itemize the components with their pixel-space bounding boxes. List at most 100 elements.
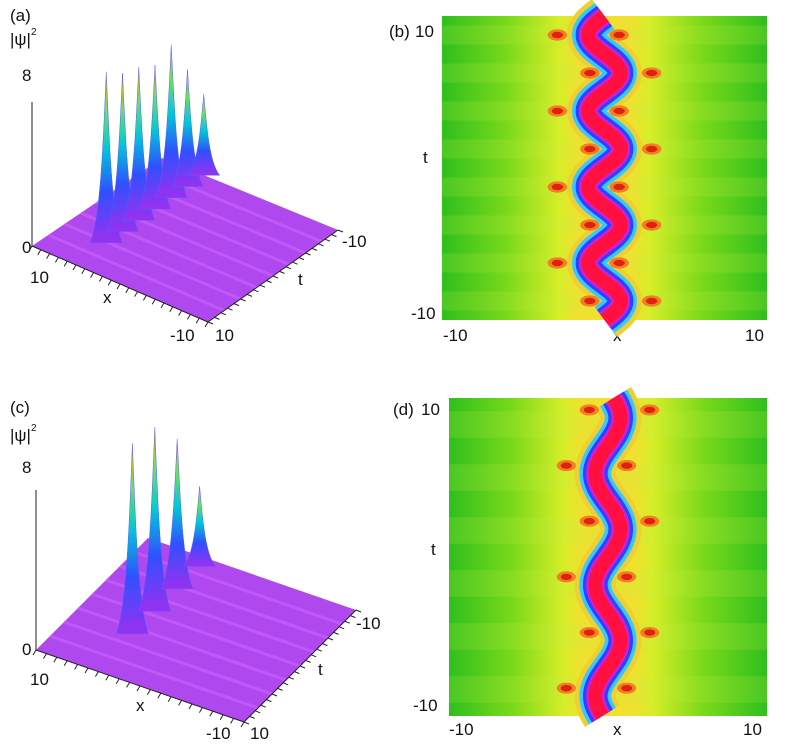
side-peak-core (621, 684, 633, 692)
side-peak-core (583, 629, 595, 636)
x-tick-mark (74, 664, 79, 670)
z-tick-bottom-a: 0 (22, 238, 32, 257)
t-tick-mark (327, 637, 334, 641)
t-tick-near-c: 10 (250, 724, 269, 743)
t-tick-mark (207, 321, 214, 325)
panel-label-b: (b) (389, 22, 410, 41)
y-tick-top-d: 10 (421, 400, 440, 419)
x-tick-mark (53, 656, 58, 663)
x-tick-mark (178, 310, 183, 316)
x-tick-mark (28, 245, 33, 252)
t-tick-mark (299, 665, 306, 669)
t-tick-mark (266, 280, 272, 284)
x-tick-mark (54, 257, 59, 263)
side-peak-core (645, 145, 658, 153)
panel-label-d: (d) (393, 400, 414, 419)
x-tick-mark (107, 279, 112, 286)
z-axis-label-text-a: |ψ| (10, 30, 31, 49)
surface-plot-a (28, 44, 344, 328)
side-peak-core (644, 406, 656, 414)
side-peak-core (645, 221, 658, 229)
x-tick-mark (195, 317, 200, 324)
x-tick-mark (63, 660, 68, 667)
side-peak-core (645, 69, 658, 77)
t-tick-mark (355, 609, 362, 613)
t-tick-mark (227, 307, 233, 311)
x-tick-mark (81, 268, 86, 275)
t-tick-far-c: -10 (356, 614, 381, 633)
x-tick-right-b: 10 (745, 326, 764, 345)
x-tick-mark (186, 314, 191, 320)
t-tick-mark (279, 270, 285, 274)
y-axis-label-b: t (423, 148, 428, 167)
t-tick-mark (271, 693, 278, 697)
t-tick-mark (233, 303, 240, 307)
x-tick-mark (63, 260, 68, 267)
t-tick-mark (260, 704, 266, 708)
x-tick-right-d: 10 (743, 720, 762, 739)
x-tick-mark (116, 283, 121, 290)
z-axis-label-a: |ψ|2 (10, 27, 37, 50)
t-tick-mark (333, 631, 339, 635)
side-peak-core (551, 259, 564, 267)
x-tick-mark (198, 707, 203, 713)
x-tick-mark (46, 253, 51, 259)
side-peak-core (613, 259, 625, 267)
ridge-layer-4 (588, 394, 628, 720)
side-peak-core (551, 183, 564, 191)
x-tick-left-d: -10 (449, 720, 474, 739)
t-tick-near-a: 10 (215, 326, 234, 345)
panel-label-c: (c) (10, 398, 30, 417)
z-axis-label-sup-a: 2 (30, 27, 37, 38)
x-tick-mark (160, 302, 165, 309)
side-peak-core (613, 107, 625, 115)
x-tick-mark (90, 272, 95, 278)
t-tick-mark (344, 620, 350, 624)
side-peak-core (551, 31, 564, 39)
t-axis-label-c: t (318, 660, 323, 679)
x-tick-left-b: -10 (443, 326, 468, 345)
side-peak-core (584, 145, 596, 153)
t-tick-mark (285, 266, 292, 270)
x-tick-mark (84, 667, 89, 674)
t-tick-mark (240, 298, 246, 302)
x-axis-label-d: x (613, 720, 622, 739)
t-tick-mark (322, 643, 328, 647)
surface-ripple (47, 233, 225, 312)
t-tick-mark (266, 699, 272, 703)
x-tick-mark (115, 678, 120, 685)
density-plot-b (442, 0, 767, 337)
x-tick-mark (240, 721, 245, 728)
x-tick-far-c: -10 (206, 724, 231, 743)
x-tick-mark (32, 649, 37, 656)
z-axis-label-sup-c: 2 (30, 423, 37, 434)
side-peak-core (584, 221, 596, 229)
surface-peak (183, 486, 217, 567)
t-tick-mark (305, 659, 311, 663)
t-tick-mark (259, 284, 266, 288)
t-tick-mark (277, 687, 283, 691)
x-tick-mark (209, 710, 214, 717)
surface-ripple (49, 634, 259, 710)
panel-label-a: (a) (10, 6, 31, 25)
x-tick-mark (169, 306, 174, 313)
x-tick-mark (204, 321, 209, 328)
y-tick-top-b: 10 (415, 22, 434, 41)
t-tick-mark (255, 710, 261, 714)
t-tick-far-a: -10 (342, 232, 367, 251)
x-tick-near-c: 10 (30, 670, 49, 689)
t-axis-label-a: t (298, 270, 303, 289)
panel-b: (b) 10 t -10 -10 x 10 (385, 0, 795, 360)
surface-ripple (77, 606, 287, 682)
x-tick-mark (178, 700, 183, 706)
t-tick-mark (292, 261, 298, 265)
x-tick-mark (146, 689, 151, 695)
t-tick-mark (283, 682, 289, 686)
x-tick-mark (151, 298, 156, 305)
side-peak-core (583, 406, 595, 414)
side-peak-core (560, 573, 572, 581)
x-axis-label-a: x (103, 288, 112, 307)
z-tick-top-a: 8 (22, 66, 32, 85)
x-tick-near-a: 10 (30, 268, 49, 287)
ridge-layer-4 (581, 10, 628, 326)
